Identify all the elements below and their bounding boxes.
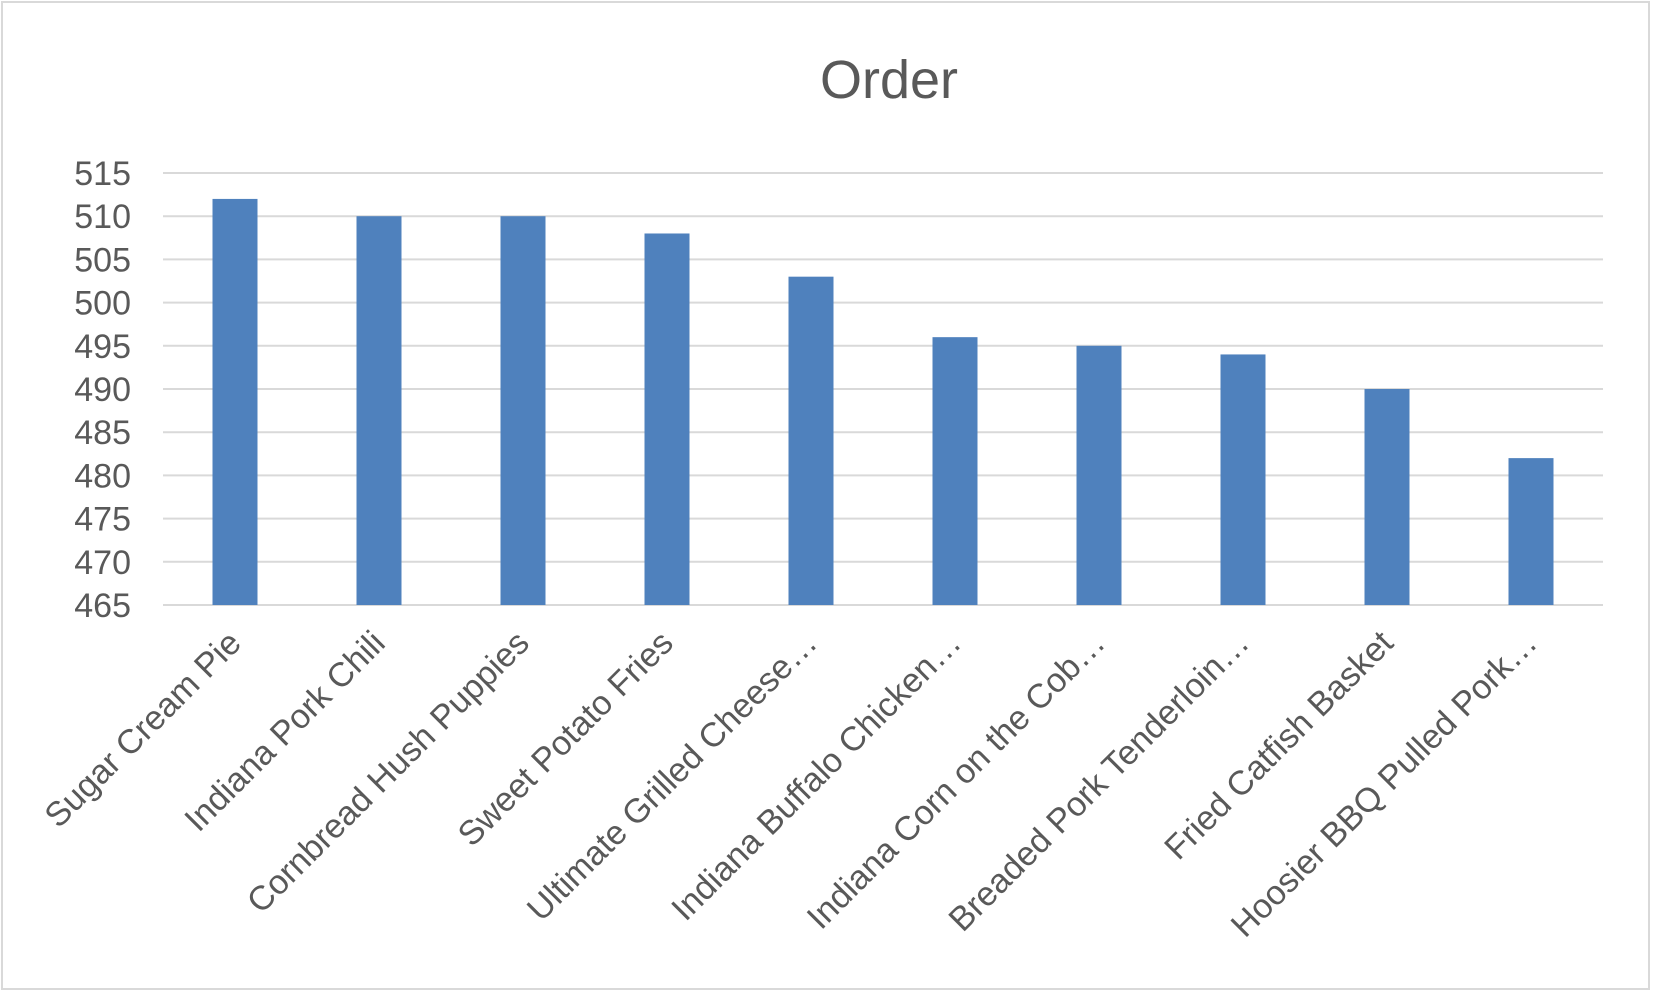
- chart-canvas: Order 465470475480485490495500505510515 …: [37, 50, 1603, 945]
- bar: [356, 216, 402, 605]
- y-tick-label: 515: [74, 155, 131, 193]
- bar: [212, 198, 258, 606]
- x-category-label: Ultimate Grilled Cheese…: [520, 624, 825, 929]
- x-category-label: Hoosier BBQ Pulled Pork…: [1224, 624, 1545, 945]
- bar: [788, 276, 834, 605]
- x-category-label: Indiana Buffalo Chicken…: [664, 624, 968, 928]
- bars: [212, 198, 1554, 606]
- x-category-label: Indiana Corn on the Cob…: [800, 624, 1113, 937]
- bar: [1220, 354, 1266, 605]
- y-tick-label: 490: [74, 371, 131, 409]
- chart-title: Order: [820, 50, 958, 110]
- y-tick-label: 480: [74, 457, 131, 495]
- y-axis-ticks: 465 470 475 480 485 490 495 500 505 510 515: [74, 155, 131, 625]
- bar: [1076, 345, 1122, 605]
- bar: [1508, 458, 1554, 605]
- y-tick-label: 495: [74, 328, 131, 366]
- y-tick-label: 485: [74, 414, 131, 452]
- y-tick-label: 465: [74, 587, 131, 625]
- y-tick-label: 500: [74, 285, 131, 323]
- y-tick-label: 475: [74, 501, 131, 539]
- bar: [1364, 389, 1410, 605]
- y-tick-label: 505: [74, 241, 131, 279]
- bar: [644, 233, 690, 606]
- y-tick-label: 470: [74, 544, 131, 582]
- bar: [932, 337, 978, 605]
- bar: [500, 216, 546, 605]
- gridlines: [163, 172, 1603, 606]
- x-category-label: Cornbread Hush Puppies: [240, 624, 537, 921]
- y-tick-label: 510: [74, 198, 131, 236]
- x-category-label: Breaded Pork Tenderloin…: [942, 624, 1257, 939]
